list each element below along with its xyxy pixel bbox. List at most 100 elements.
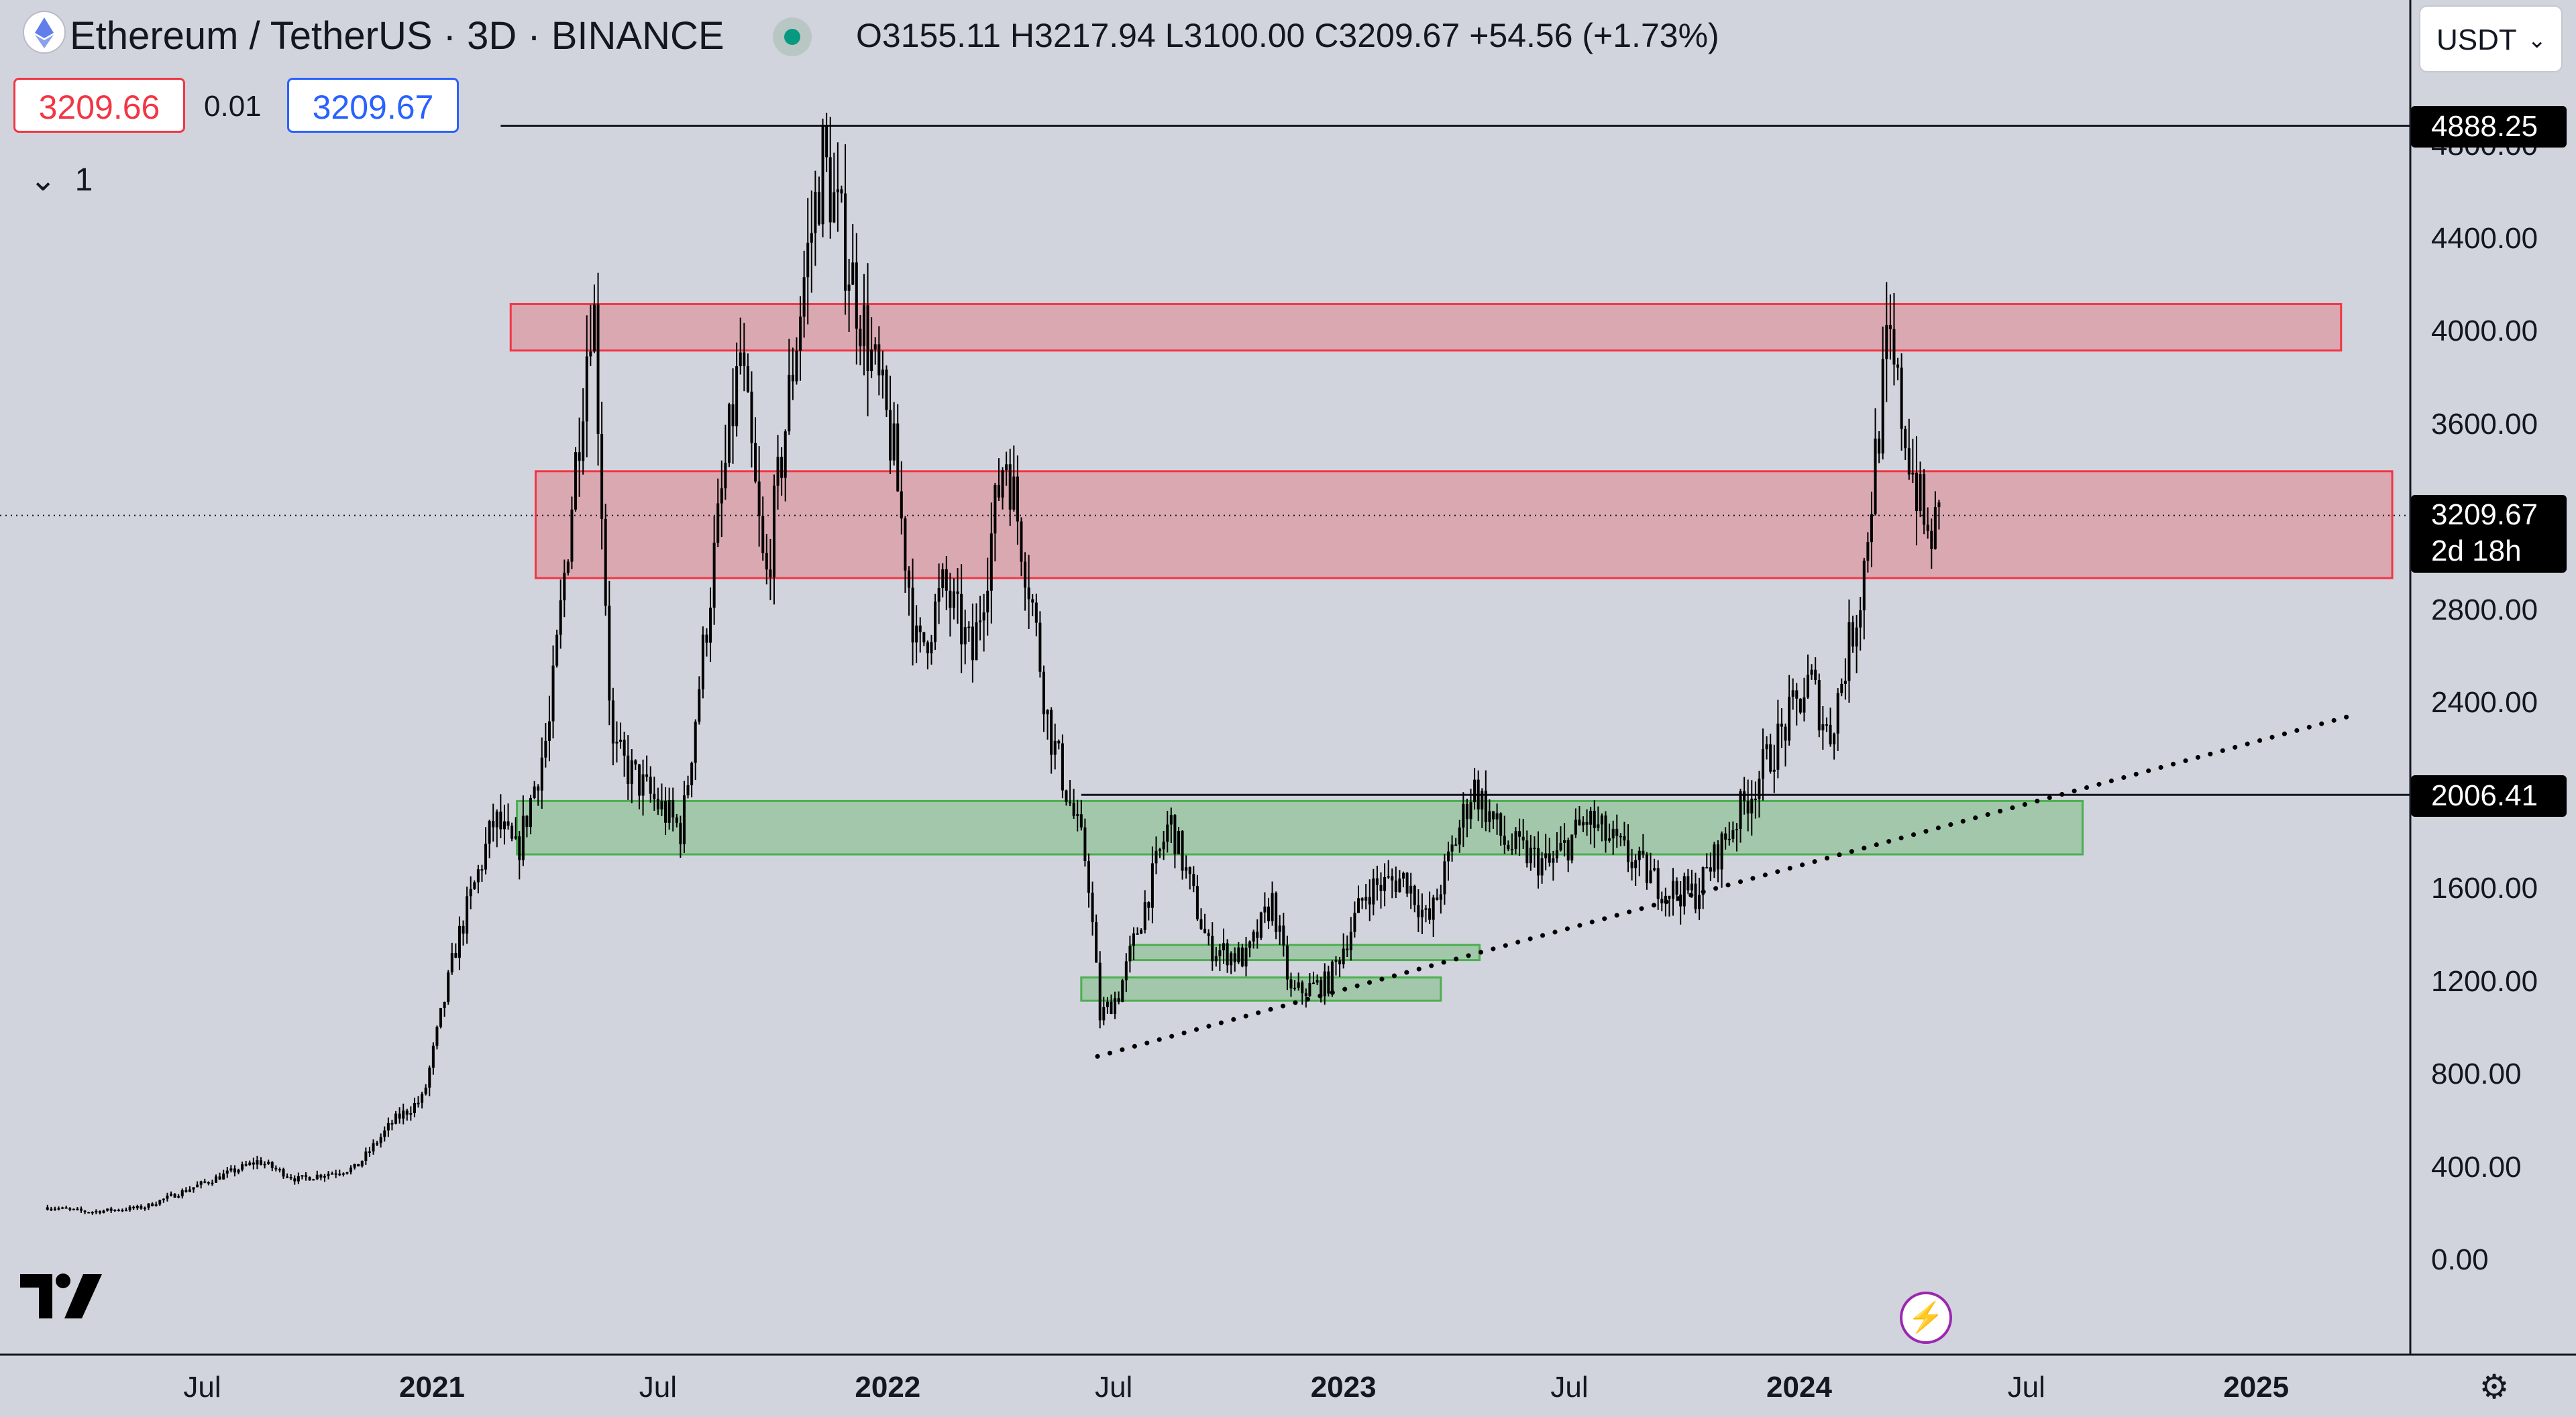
candle — [1076, 799, 1079, 832]
candle-body — [941, 569, 945, 588]
candle — [1207, 929, 1210, 946]
candle — [1582, 816, 1585, 833]
candle-body — [409, 1113, 413, 1115]
candle — [263, 1161, 266, 1169]
dotted-trendline[interactable] — [1095, 712, 2356, 1059]
candle-body — [1083, 827, 1087, 862]
candle-body — [462, 925, 465, 934]
candle — [802, 250, 806, 338]
candle-body — [806, 242, 810, 278]
market-status-icon[interactable] — [773, 17, 812, 56]
indicators-toggle[interactable]: ⌄ 1 — [30, 161, 93, 199]
lightning-bolt-icon[interactable]: ⚡ — [1900, 1292, 1952, 1344]
candle — [1570, 834, 1574, 864]
candle-body — [949, 590, 952, 608]
candle — [1320, 976, 1323, 1003]
candle — [1226, 939, 1229, 973]
candle — [1574, 808, 1577, 838]
candle — [1589, 807, 1593, 845]
candle — [1843, 658, 1847, 700]
candle-body — [986, 590, 989, 613]
candle-body — [873, 344, 877, 350]
candle-body — [915, 625, 918, 643]
candle-body — [1188, 867, 1191, 874]
candle — [1720, 831, 1723, 888]
candle-body — [1087, 861, 1090, 893]
candle-body — [1574, 819, 1577, 835]
candle-body — [1593, 811, 1596, 828]
support-zone-3[interactable] — [1080, 976, 1442, 1002]
tradingview-logo[interactable] — [17, 1271, 105, 1321]
candle — [682, 781, 686, 853]
resistance-zone-1[interactable] — [509, 302, 2343, 352]
candle-body — [1177, 831, 1180, 854]
candle-body — [1214, 956, 1218, 962]
candle-body — [791, 374, 794, 382]
buy-button[interactable]: 3209.67 — [287, 78, 459, 133]
candle — [1237, 942, 1240, 964]
candle — [1484, 770, 1487, 832]
candle-body — [1566, 840, 1570, 861]
resistance-zone-2[interactable] — [534, 470, 2394, 579]
candle-body — [439, 1007, 443, 1027]
candle-body — [896, 423, 900, 492]
candle-body — [1660, 899, 1664, 904]
candle — [1492, 811, 1495, 829]
support-zone-1[interactable] — [516, 799, 2084, 856]
candle-body — [1192, 874, 1195, 887]
candle — [1136, 927, 1139, 935]
candle — [1150, 846, 1154, 923]
candle-body — [1458, 827, 1461, 845]
candle — [331, 1171, 334, 1175]
candle — [1128, 936, 1132, 973]
candle — [720, 460, 723, 537]
candle — [810, 190, 813, 293]
candle-body — [57, 1208, 60, 1210]
candle-body — [61, 1207, 64, 1209]
candle — [1159, 848, 1162, 858]
candle-body — [1638, 850, 1641, 860]
candle — [712, 515, 716, 625]
candle — [1907, 418, 1911, 480]
candle — [1619, 833, 1622, 846]
candle-body — [402, 1111, 405, 1119]
candle-body — [476, 869, 480, 883]
sell-button[interactable]: 3209.66 — [13, 78, 185, 133]
candle — [1436, 889, 1439, 901]
support-zone-2[interactable] — [1130, 944, 1481, 962]
candle-body — [1256, 931, 1259, 938]
candle — [1087, 853, 1090, 908]
candle — [956, 568, 959, 624]
chevron-down-icon: ⌄ — [30, 162, 57, 198]
candle — [672, 787, 675, 832]
candle-body — [421, 1094, 424, 1103]
candle — [1417, 889, 1420, 932]
candle — [1413, 885, 1416, 913]
candle-body — [390, 1123, 394, 1125]
candle — [1731, 821, 1735, 843]
currency-select[interactable]: USDT ⌄ — [2419, 5, 2563, 72]
candle-body — [1866, 542, 1870, 561]
candle-body — [615, 742, 619, 744]
candle — [1803, 677, 1806, 722]
candle-body — [1098, 962, 1102, 1021]
candle-body — [1851, 622, 1855, 647]
candle — [270, 1161, 274, 1172]
gear-icon[interactable]: ⚙ — [2479, 1368, 2510, 1406]
candle-body — [1743, 791, 1746, 801]
candle — [289, 1174, 292, 1180]
candle-body — [1360, 898, 1364, 901]
candle-body — [1600, 815, 1603, 825]
candle-body — [1923, 473, 1926, 525]
candle — [1230, 951, 1233, 974]
horizontal-lines — [0, 124, 2410, 796]
support-line-price-tag: 2006.41 — [2411, 775, 2567, 817]
time-axis-label: 2024 — [1766, 1371, 1832, 1404]
symbol-title[interactable]: Ethereum / TetherUS · 3D · BINANCE — [70, 14, 724, 58]
candle-body — [154, 1204, 158, 1206]
candle-body — [604, 518, 607, 606]
candle — [1780, 708, 1783, 748]
candle — [979, 596, 982, 640]
candle-body — [1525, 840, 1529, 864]
